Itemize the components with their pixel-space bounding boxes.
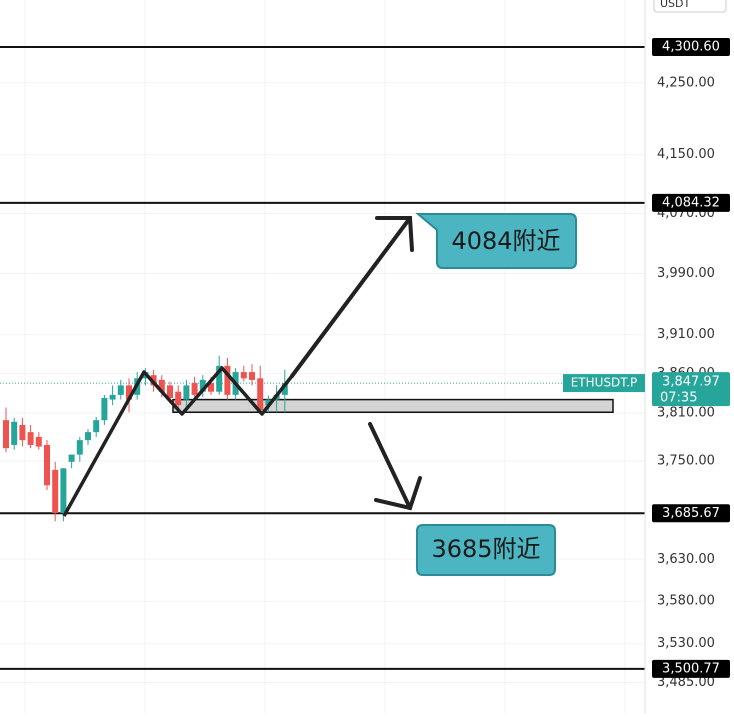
countdown: 07:35: [660, 391, 697, 406]
price-axis: [645, 0, 734, 713]
level-label-bg: [652, 504, 730, 523]
candle-body: [68, 454, 75, 462]
candle-body: [175, 391, 182, 406]
pattern-line: [62, 366, 294, 517]
candle-body: [167, 385, 173, 399]
currency: USDT: [660, 0, 691, 10]
y-tick-label: 4,150.00: [657, 147, 715, 162]
candle-body: [281, 383, 288, 395]
annotation: 3685附近: [431, 535, 540, 563]
candle-body: [249, 372, 255, 380]
candle-body: [52, 469, 59, 514]
callout-down: 3685附近: [416, 524, 556, 576]
annotation: 4084附近: [451, 227, 560, 255]
y-tick-label: 3,750.00: [657, 454, 715, 469]
candle-body: [19, 424, 26, 441]
last-price-bg: [652, 372, 730, 407]
candle-body: [117, 385, 124, 395]
level-label: 4,300.60: [662, 39, 720, 54]
candle-body: [158, 379, 165, 392]
candle-body: [208, 383, 214, 392]
y-tick-label: 3,910.00: [657, 327, 715, 342]
candle-body: [85, 432, 91, 441]
y-tick-label: 4,250.00: [657, 75, 715, 90]
symbol-tag-bg: [563, 374, 645, 393]
candle-body: [93, 420, 100, 433]
level-label: 4,084.32: [662, 195, 720, 210]
level-label-bg: [652, 37, 730, 56]
candle-body: [109, 394, 116, 400]
level-label-bg: [652, 659, 730, 678]
y-tick-label: 3,485.00: [657, 675, 715, 690]
level-label-bg: [652, 193, 730, 212]
candle-body: [191, 383, 198, 395]
y-tick-label: 3,580.00: [657, 594, 715, 609]
y-tick-label: 3,630.00: [657, 552, 715, 567]
candle-body: [44, 444, 50, 486]
y-tick-label: 3,810.00: [657, 406, 715, 421]
candle-body: [199, 379, 206, 392]
candle-body: [76, 440, 83, 455]
candle-body: [101, 398, 108, 421]
candle-body: [265, 399, 272, 406]
candle-body: [183, 385, 190, 400]
candle-body: [11, 421, 18, 445]
candle-body: [224, 365, 231, 395]
down-arrow: [368, 422, 422, 511]
y-tick-label: 3,990.00: [657, 266, 715, 281]
candle-body: [27, 432, 34, 445]
symbol-tag: ETHUSDT.P: [571, 376, 638, 390]
candle-body: [240, 372, 247, 379]
level-label: 3,685.67: [662, 506, 720, 521]
callout-up: 4084附近: [415, 213, 577, 269]
currency-dropdown[interactable]: [653, 0, 727, 13]
y-tick-label: 3,530.00: [657, 636, 715, 651]
last-price: 3,847.97: [662, 375, 720, 390]
support-zone: [172, 398, 614, 414]
candle-body: [126, 385, 132, 400]
level-label: 3,500.77: [662, 661, 720, 676]
candle-body: [3, 420, 9, 449]
candle-body: [35, 436, 42, 447]
candle-body: [60, 468, 67, 514]
up-arrow: [290, 216, 414, 378]
candle-body: [257, 378, 264, 410]
candle-body: [216, 365, 223, 392]
